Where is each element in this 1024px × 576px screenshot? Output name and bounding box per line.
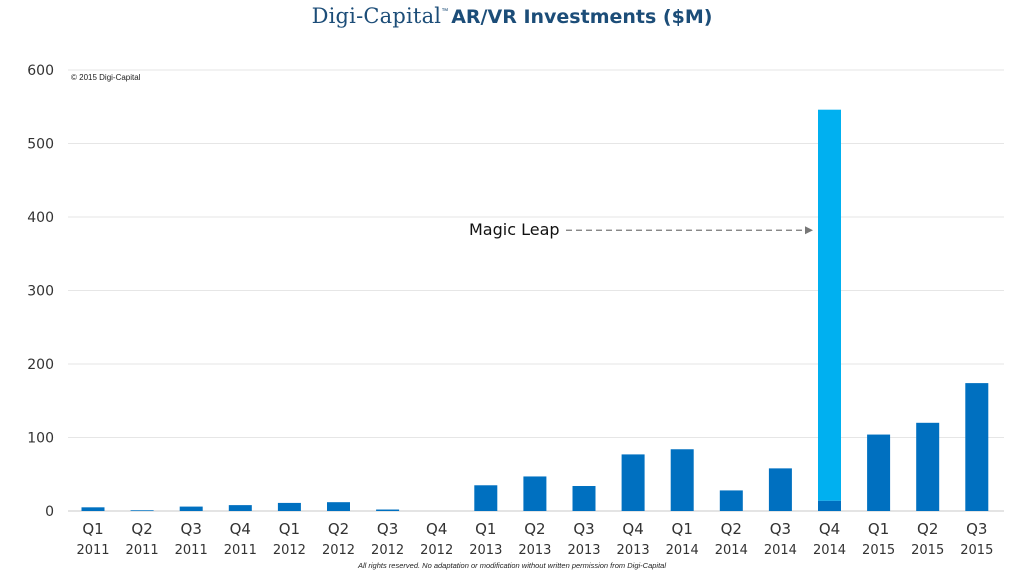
- x-tick-year-7: 2012: [420, 543, 453, 558]
- x-tick-quarter-17: Q2: [917, 520, 938, 538]
- x-tick-quarter-0: Q1: [82, 520, 103, 538]
- bar-investments-16: [867, 434, 891, 511]
- x-tick-year-17: 2015: [911, 543, 944, 558]
- x-tick-year-15: 2014: [813, 543, 846, 558]
- x-tick-year-9: 2013: [518, 543, 551, 558]
- x-tick-year-16: 2015: [862, 543, 895, 558]
- x-tick-quarter-12: Q1: [672, 520, 693, 538]
- bar-investments-5: [327, 502, 350, 511]
- trademark-mark: ™: [441, 8, 449, 15]
- x-tick-quarter-18: Q3: [966, 520, 987, 538]
- footer-disclaimer: All rights reserved. No adaptation or mo…: [357, 561, 667, 570]
- bar-investments-3: [228, 505, 252, 511]
- x-tick-year-8: 2013: [469, 543, 502, 558]
- bar-investments-6: [376, 509, 400, 511]
- y-tick-label-600: 600: [27, 63, 54, 79]
- y-tick-label-500: 500: [27, 137, 54, 153]
- y-tick-label-400: 400: [27, 210, 54, 226]
- bar-investments-10: [572, 486, 596, 511]
- copyright-note: © 2015 Digi-Capital: [71, 73, 141, 82]
- bar-investments-4: [277, 502, 301, 511]
- x-tick-quarter-2: Q3: [181, 520, 202, 538]
- x-tick-quarter-13: Q2: [721, 520, 742, 538]
- x-tick-year-5: 2012: [322, 543, 355, 558]
- x-tick-quarter-9: Q2: [524, 520, 545, 538]
- x-tick-year-3: 2011: [224, 543, 257, 558]
- x-tick-quarter-15: Q4: [819, 520, 840, 538]
- x-tick-year-1: 2011: [126, 543, 159, 558]
- bar-investments-1: [130, 510, 154, 511]
- bar-magic-leap-15: [818, 109, 841, 501]
- chart-title-text: AR/VR Investments ($M): [451, 6, 713, 28]
- x-tick-quarter-10: Q3: [573, 520, 594, 538]
- bar-investments-15: [818, 500, 841, 511]
- x-tick-quarter-7: Q4: [426, 520, 447, 538]
- x-tick-year-6: 2012: [371, 543, 404, 558]
- bar-investments-17: [916, 422, 940, 511]
- bar-investments-11: [621, 454, 645, 511]
- x-tick-year-0: 2011: [76, 543, 109, 558]
- x-tick-year-13: 2014: [715, 543, 748, 558]
- x-tick-quarter-8: Q1: [475, 520, 496, 538]
- y-tick-label-300: 300: [27, 284, 54, 300]
- y-tick-label-100: 100: [27, 431, 54, 447]
- x-tick-quarter-1: Q2: [131, 520, 152, 538]
- x-tick-year-2: 2011: [175, 543, 208, 558]
- x-tick-year-11: 2013: [617, 543, 650, 558]
- x-tick-quarter-4: Q1: [279, 520, 300, 538]
- y-tick-label-200: 200: [27, 357, 54, 373]
- x-tick-year-18: 2015: [960, 543, 993, 558]
- x-tick-quarter-5: Q2: [328, 520, 349, 538]
- annotation-label-magic-leap: Magic Leap: [469, 220, 560, 239]
- bar-investments-0: [81, 507, 105, 511]
- x-tick-quarter-14: Q3: [770, 520, 791, 538]
- bar-investments-12: [670, 449, 694, 511]
- x-tick-year-4: 2012: [273, 543, 306, 558]
- x-tick-year-12: 2014: [666, 543, 699, 558]
- chart-title: Digi-Capital™ AR/VR Investments ($M): [0, 4, 1024, 28]
- x-tick-quarter-11: Q4: [622, 520, 643, 538]
- bar-investments-13: [719, 490, 743, 511]
- x-tick-quarter-3: Q4: [230, 520, 251, 538]
- bar-investments-14: [768, 468, 792, 511]
- bar-investments-9: [523, 476, 547, 511]
- x-tick-quarter-6: Q3: [377, 520, 398, 538]
- brand-logo-text: Digi-Capital: [311, 4, 442, 28]
- x-tick-quarter-16: Q1: [868, 520, 889, 538]
- bar-investments-2: [179, 506, 203, 511]
- bar-investments-18: [965, 383, 989, 511]
- x-tick-year-14: 2014: [764, 543, 797, 558]
- bar-investments-8: [474, 485, 498, 511]
- annotation-arrow-head-icon: [805, 226, 813, 235]
- y-tick-label-0: 0: [45, 504, 54, 520]
- x-tick-year-10: 2013: [567, 543, 600, 558]
